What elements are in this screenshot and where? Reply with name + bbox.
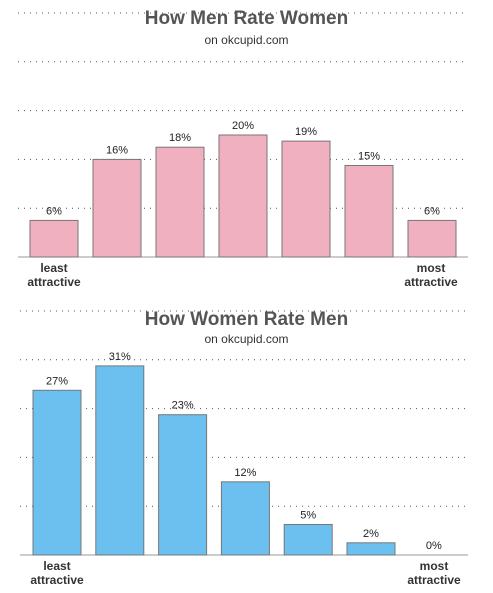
bar xyxy=(407,219,457,258)
chart-men-rate-women: 6% 16% 18% 20% 19% 15% 6% How Men Rate Women o… xyxy=(0,0,493,295)
data-label: 18% xyxy=(169,132,191,144)
x-axis-right-label: most attractive xyxy=(407,559,461,587)
chart-plot-men-rate-women: 6% 16% 18% 20% 19% 15% 6% xyxy=(18,12,468,258)
bar xyxy=(92,158,142,258)
data-label: 6% xyxy=(424,205,440,217)
bar xyxy=(32,389,82,556)
x-axis-left-label: least attractive xyxy=(30,559,84,587)
bar xyxy=(155,146,205,258)
bar xyxy=(346,542,396,556)
data-label: 20% xyxy=(232,120,254,132)
chart-title: How Men Rate Women xyxy=(144,8,349,29)
data-label: 15% xyxy=(358,151,380,163)
x-axis-left-label: least attractive xyxy=(27,261,81,289)
x-axis-right-label: most attractive xyxy=(404,261,458,289)
data-label: 5% xyxy=(300,510,316,522)
bar xyxy=(344,165,394,258)
data-label: 27% xyxy=(46,375,68,387)
data-label: 6% xyxy=(46,205,62,217)
chart-women-rate-men: 27% 31% 23% 12% 5% 2% 0% How Women Rate Men on… xyxy=(0,300,493,593)
data-label: 31% xyxy=(109,351,131,363)
bar xyxy=(281,140,331,258)
chart-subtitle: on okcupid.com xyxy=(204,332,289,346)
bar xyxy=(158,414,208,556)
chart-subtitle: on okcupid.com xyxy=(204,33,289,47)
bar xyxy=(95,365,145,556)
bar xyxy=(218,134,268,258)
chart-plot-women-rate-men: 27% 31% 23% 12% 5% 2% 0% xyxy=(20,310,468,556)
data-label: 2% xyxy=(363,528,379,540)
data-label: 19% xyxy=(295,126,317,138)
chart-title: How Women Rate Men xyxy=(144,309,349,330)
data-label: 23% xyxy=(172,400,194,412)
data-label: 0% xyxy=(426,540,442,552)
bar xyxy=(29,219,79,258)
bar xyxy=(283,524,333,556)
bar xyxy=(220,481,270,556)
data-label: 16% xyxy=(106,144,128,156)
data-label: 12% xyxy=(234,467,256,479)
